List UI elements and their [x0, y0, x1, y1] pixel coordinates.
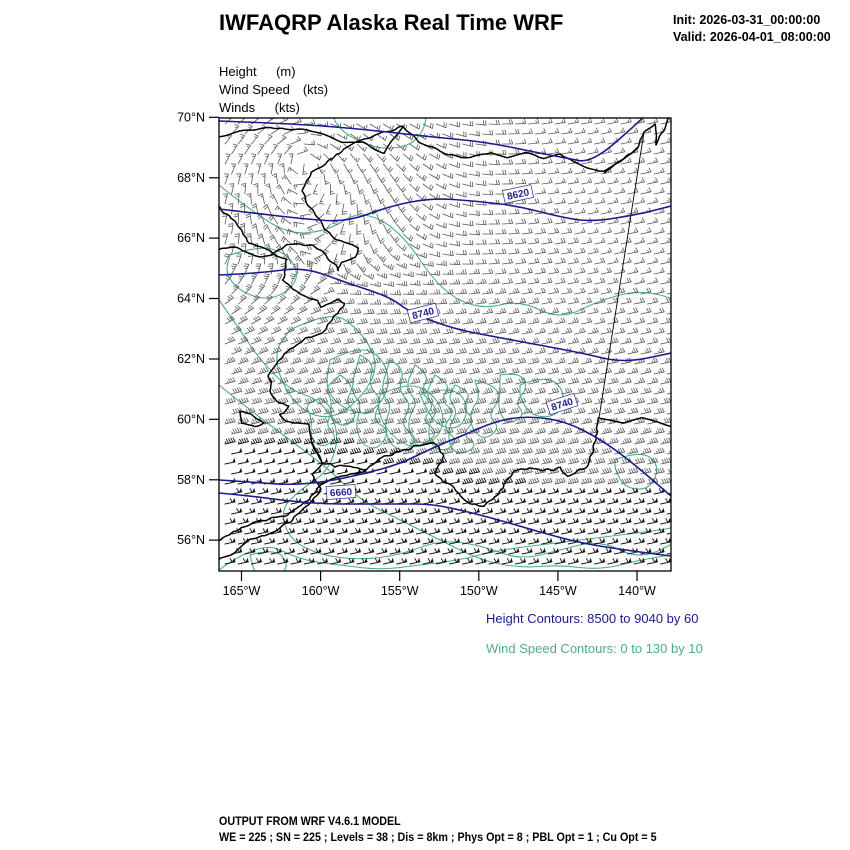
svg-text:160°W: 160°W — [302, 584, 340, 598]
svg-text:62°N: 62°N — [177, 352, 205, 366]
svg-text:155°W: 155°W — [381, 584, 419, 598]
svg-text:145°W: 145°W — [539, 584, 577, 598]
svg-text:58°N: 58°N — [177, 473, 205, 487]
svg-text:56°N: 56°N — [177, 533, 205, 547]
svg-text:66°N: 66°N — [177, 231, 205, 245]
svg-text:68°N: 68°N — [177, 171, 205, 185]
svg-text:60°N: 60°N — [177, 412, 205, 426]
svg-text:165°W: 165°W — [223, 584, 261, 598]
svg-text:140°W: 140°W — [618, 584, 656, 598]
svg-text:6660: 6660 — [330, 487, 353, 500]
svg-text:64°N: 64°N — [177, 292, 205, 306]
svg-text:70°N: 70°N — [177, 110, 205, 124]
svg-text:150°W: 150°W — [460, 584, 498, 598]
